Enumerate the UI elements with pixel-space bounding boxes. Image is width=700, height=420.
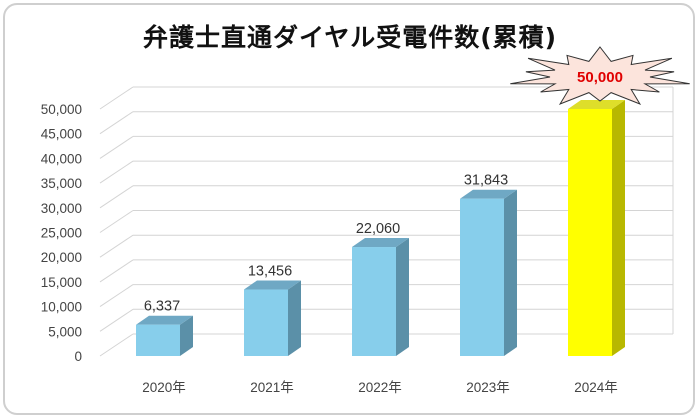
y-tick-label: 40,000: [41, 151, 82, 166]
bar-side: [612, 100, 625, 356]
bar-side: [288, 280, 301, 356]
bar-side: [396, 238, 409, 356]
gridline-diagonal: [99, 333, 134, 357]
bar-0: [136, 315, 193, 356]
starburst-callout: [510, 46, 690, 106]
bar-3: [460, 189, 517, 356]
burst-layer: 50,000: [510, 46, 690, 106]
gridline-diagonal: [99, 210, 134, 233]
gridline-diagonal: [99, 284, 134, 308]
y-tick-label: 0: [74, 349, 82, 364]
y-tick-label: 35,000: [41, 176, 82, 191]
bar-top: [136, 315, 193, 325]
y-tick-label: 5,000: [48, 324, 82, 339]
gridline-diagonal: [99, 308, 134, 332]
bar-front: [136, 324, 180, 356]
bar-side: [504, 189, 517, 356]
x-tick-label: 2024年: [574, 380, 618, 395]
y-axis-ticks: 0 5,000 10,000 15,000 20,000 25,000 30,000 35,0…: [41, 102, 82, 364]
data-label: 31,843: [464, 173, 508, 189]
data-label: 50,000: [577, 69, 623, 86]
data-label-layer: 6,337 13,456 22,060 31,843: [144, 173, 508, 315]
chart-title: 弁護士直通ダイヤル受電件数(累積): [142, 23, 558, 52]
bar-top: [244, 280, 301, 290]
x-tick-label: 2022年: [358, 380, 402, 395]
x-tick-label: 2021年: [250, 380, 294, 395]
bar-2: [352, 238, 409, 356]
bar-front: [352, 247, 396, 356]
bar-front: [244, 289, 288, 356]
y-tick-label: 10,000: [41, 300, 82, 315]
bar-front: [568, 109, 612, 356]
gridline-diagonal: [99, 135, 134, 159]
bar-top: [460, 189, 517, 199]
y-tick-label: 30,000: [41, 201, 82, 216]
y-tick-label: 15,000: [41, 275, 82, 290]
x-axis-ticks: 2020年 2021年 2022年 2023年 2024年: [142, 380, 618, 395]
y-tick-label: 25,000: [41, 226, 82, 241]
x-tick-label: 2023年: [466, 380, 510, 395]
y-tick-label: 20,000: [41, 250, 82, 265]
bar-top: [568, 100, 625, 109]
y-tick-label: 45,000: [41, 127, 82, 142]
gridline-diagonal: [99, 234, 134, 258]
gridline-diagonal: [99, 86, 134, 110]
gridline-diagonal: [99, 259, 134, 283]
x-tick-label: 2020年: [142, 380, 186, 395]
bar-top: [352, 238, 409, 248]
bar-4: [568, 100, 625, 356]
data-label: 22,060: [356, 221, 400, 237]
data-label: 13,456: [248, 264, 292, 280]
bar-layer: [136, 100, 625, 356]
bar-side: [180, 315, 193, 356]
gridline-diagonal: [99, 111, 134, 135]
bar-front: [460, 198, 504, 356]
gridline-diagonal: [99, 160, 134, 184]
bar-1: [244, 280, 301, 356]
y-tick-label: 50,000: [41, 102, 82, 117]
data-label: 6,337: [144, 299, 180, 315]
gridline-diagonal: [99, 185, 134, 209]
